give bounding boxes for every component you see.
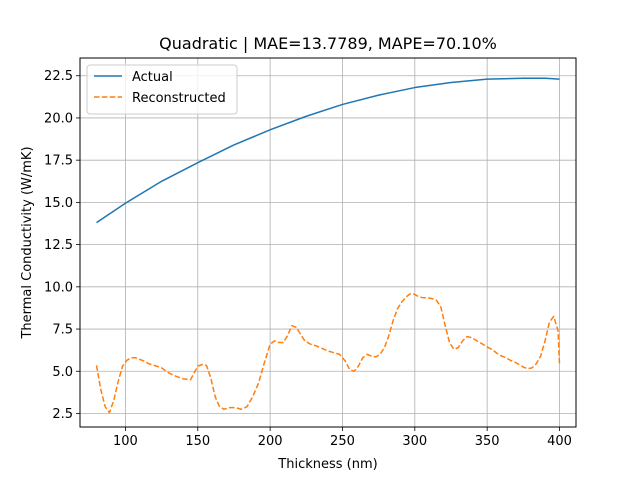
plot-frame	[79, 57, 577, 428]
x-axis-label: Thickness (nm)	[277, 457, 377, 472]
series-layer	[95, 77, 561, 414]
chart-title: Quadratic | MAE=13.7789, MAPE=70.10%	[159, 34, 497, 53]
x-tick-label: 400	[547, 434, 572, 449]
y-tick-label: 10.0	[44, 280, 73, 295]
x-tick-label: 100	[113, 434, 138, 449]
y-tick-label: 22.5	[44, 69, 73, 84]
y-tick-label: 5.0	[52, 365, 73, 380]
y-axis-label: Thermal Conductivity (W/mK)	[20, 146, 35, 339]
legend-label-actual: Actual	[132, 70, 173, 85]
legend-box	[86, 64, 238, 115]
x-tick-label: 200	[258, 434, 283, 449]
x-tick-label: 300	[402, 434, 427, 449]
x-tick-label: 350	[475, 434, 500, 449]
x-tick-label: 150	[185, 434, 210, 449]
y-tick-label: 2.5	[52, 407, 73, 422]
plot-area	[80, 58, 576, 427]
series-line-reconstructed	[95, 292, 561, 414]
y-tick-label: 15.0	[44, 196, 73, 211]
y-tick-label: 20.0	[44, 111, 73, 126]
y-tick-label: 12.5	[44, 238, 73, 253]
ticks: 100 150 200 250 300 350 400 2.5 5.0 7.5 10.0 12.5 15…	[44, 69, 572, 449]
x-tick-label: 250	[330, 434, 355, 449]
series-line-actual	[96, 77, 560, 224]
legend-label-reconstructed: Reconstructed	[132, 91, 226, 106]
grid	[80, 58, 576, 427]
legend: Actual Reconstructed	[86, 64, 238, 115]
y-tick-label: 17.5	[44, 154, 73, 169]
y-tick-label: 7.5	[52, 323, 73, 338]
